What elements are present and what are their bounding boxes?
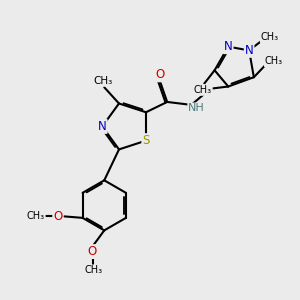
- Text: CH₃: CH₃: [27, 211, 45, 220]
- Text: CH₃: CH₃: [84, 266, 102, 275]
- Text: N: N: [98, 120, 107, 133]
- Text: CH₃: CH₃: [265, 56, 283, 66]
- Text: N: N: [245, 44, 254, 57]
- Text: N: N: [224, 40, 233, 53]
- Text: CH₃: CH₃: [261, 32, 279, 42]
- Text: O: O: [155, 68, 164, 81]
- Text: CH₃: CH₃: [93, 76, 112, 86]
- Text: CH₃: CH₃: [194, 85, 212, 95]
- Text: O: O: [53, 210, 62, 223]
- Text: NH: NH: [188, 103, 205, 113]
- Text: S: S: [142, 134, 150, 147]
- Text: O: O: [88, 245, 97, 258]
